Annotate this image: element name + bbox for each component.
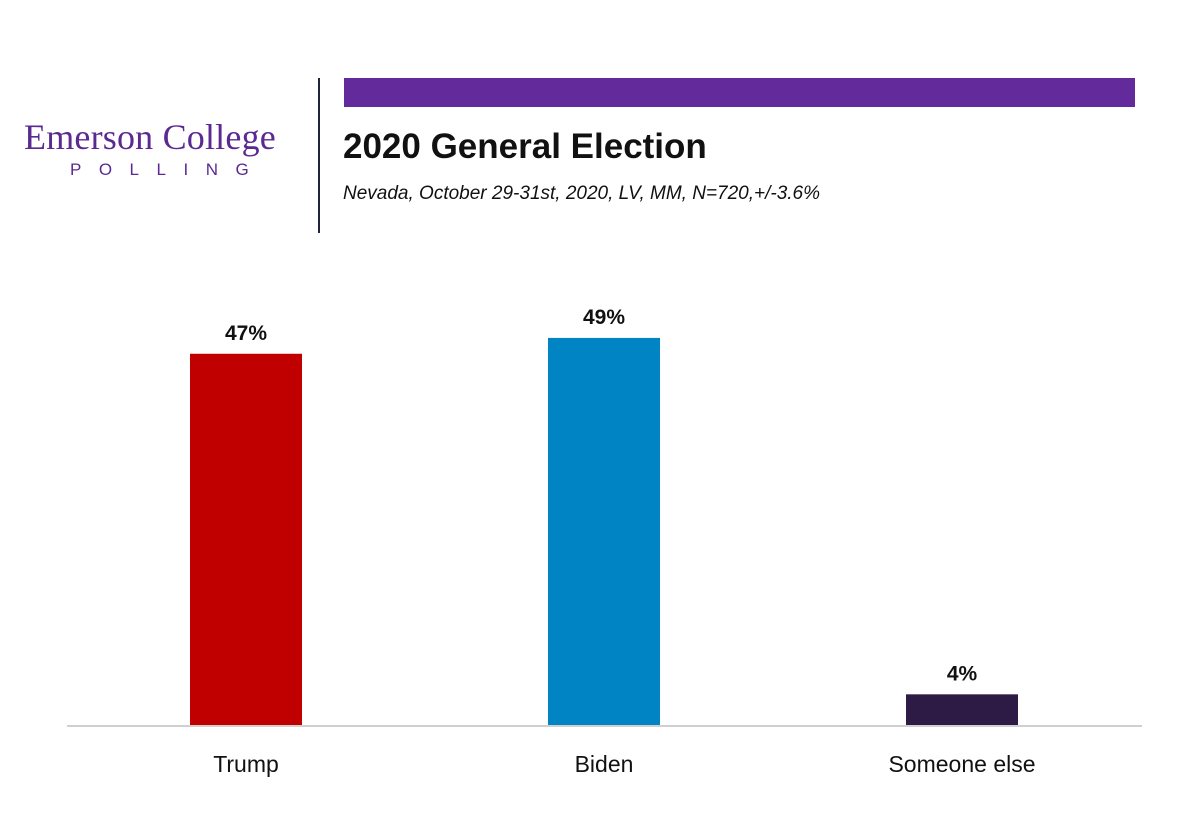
header-divider — [318, 78, 320, 233]
logo-subtitle: POLLING — [70, 160, 267, 179]
category-label-trump: Trump — [213, 751, 279, 777]
accent-bar — [344, 78, 1135, 107]
category-label-biden: Biden — [575, 751, 634, 777]
data-label-biden: 49% — [583, 306, 625, 329]
chart-title: 2020 General Election — [343, 127, 707, 166]
chart-subtitle: Nevada, October 29-31st, 2020, LV, MM, N… — [343, 183, 821, 204]
data-label-someone-else: 4% — [947, 662, 978, 685]
labels-group: 47% Trump 49% Biden 4% Someone else — [213, 306, 1035, 777]
logo-wordmark: Emerson College — [24, 117, 276, 157]
bars-group — [190, 337, 1018, 726]
bar-biden — [548, 337, 660, 726]
bar-trump — [190, 353, 302, 726]
data-label-trump: 47% — [225, 322, 267, 345]
bar-someone-else — [906, 694, 1018, 726]
category-label-someone-else: Someone else — [888, 751, 1035, 777]
